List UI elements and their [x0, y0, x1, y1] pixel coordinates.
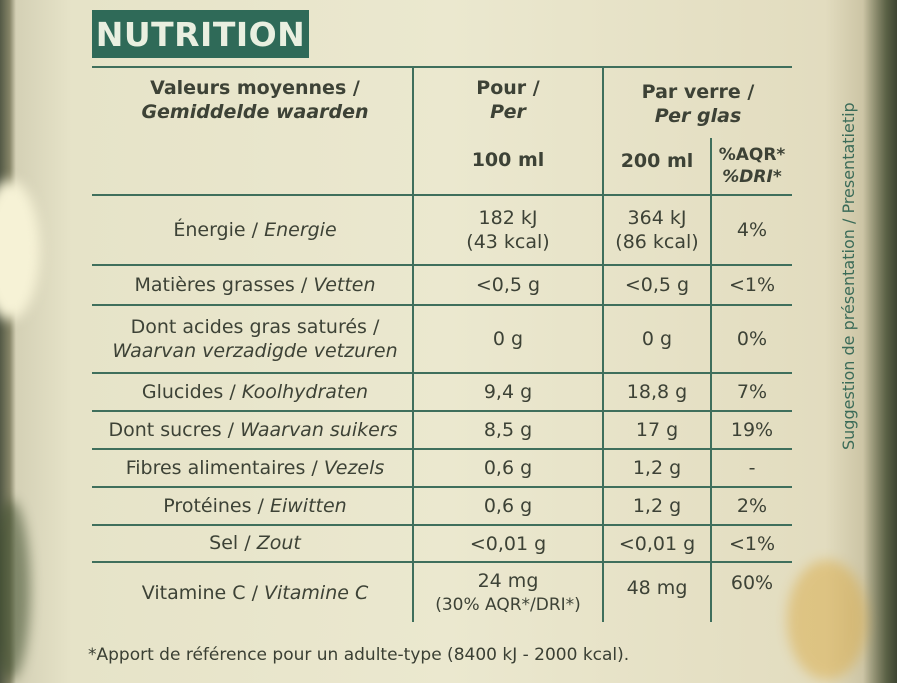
row-pct: 2%: [736, 495, 768, 517]
row-label-fr: Glucides /: [141, 381, 242, 403]
value-line: 182 kJ: [478, 207, 538, 229]
table-vline: [710, 138, 712, 622]
row-value-200: 17 g: [635, 419, 679, 441]
row-label-nl: Vetten: [313, 274, 376, 296]
row-label: Glucides / Koolhydraten: [100, 374, 410, 410]
value-line: (30% AQR*/DRI*): [435, 595, 581, 615]
value-line: (43 kcal): [466, 231, 550, 253]
row-value-100: 0,6 g: [483, 457, 533, 479]
row-pct: <1%: [728, 532, 776, 555]
row-pct: 19%: [730, 419, 774, 441]
header-col1-fr: Valeurs moyennes /: [150, 77, 360, 99]
package-edge-right: [863, 0, 897, 683]
row-value-100: 24 mg (30% AQR*/DRI*): [414, 563, 602, 623]
row-label-nl: Energie: [264, 219, 337, 241]
glare-spot: [0, 180, 40, 320]
row-label: Vitamine C / Vitamine C: [100, 563, 410, 623]
header-col4-fr: %AQR*: [718, 145, 786, 165]
row-value-200: 48 mg: [626, 577, 688, 599]
row-pct: 0%: [736, 328, 768, 350]
table-line: [92, 304, 792, 306]
table-line: [92, 448, 792, 450]
row-label-fr: Protéines /: [163, 495, 270, 517]
table-vline: [412, 68, 414, 622]
row-label: Dont acides gras saturés / Waarvan verza…: [100, 306, 410, 372]
row-pct: 60%: [730, 572, 774, 594]
header-col3: Par verre / Per glas: [604, 76, 792, 132]
row-label: Dont sucres / Waarvan suikers: [94, 412, 412, 448]
value-line: (86 kcal): [615, 231, 699, 253]
table-line: [92, 524, 792, 526]
header-col2-nl: Per: [490, 101, 526, 123]
row-value-100: 0 g: [492, 328, 524, 350]
side-caption: Suggestion de présentation / Presentatie…: [839, 102, 858, 450]
row-label-nl: Waarvan suikers: [240, 419, 398, 441]
row-label-nl: Vitamine C: [264, 582, 369, 604]
shadow-spot: [0, 500, 30, 680]
value-line: 364 kJ: [627, 207, 687, 229]
row-value-200: 0 g: [641, 328, 673, 350]
header-col1: Valeurs moyennes / Gemiddelde waarden: [100, 72, 410, 128]
row-label-nl: Vezels: [323, 457, 385, 479]
row-value-100: 8,5 g: [483, 419, 533, 441]
row-label-nl: Eiwitten: [269, 495, 347, 517]
row-value-100: <0,5 g: [475, 274, 541, 296]
row-label-fr: Matières grasses /: [134, 274, 314, 296]
row-value-100: 9,4 g: [483, 381, 533, 403]
row-value-100: 182 kJ (43 kcal): [414, 196, 602, 264]
nutrition-badge: NUTRITION: [92, 10, 309, 58]
table-line: [92, 264, 792, 266]
row-pct: 4%: [736, 219, 768, 241]
row-label: Sel / Zout: [100, 526, 410, 561]
row-label: Protéines / Eiwitten: [100, 488, 410, 524]
row-value-200: 1,2 g: [632, 457, 682, 479]
header-col1-nl: Gemiddelde waarden: [141, 101, 369, 123]
row-value-100: 0,6 g: [483, 495, 533, 517]
row-label-fr: Vitamine C /: [141, 582, 265, 604]
orange-spot: [787, 560, 867, 680]
table-line: [92, 194, 792, 196]
value-line: 24 mg: [477, 570, 539, 592]
header-col2-unit: 100 ml: [471, 149, 545, 171]
row-label: Fibres alimentaires / Vezels: [100, 450, 410, 486]
table-line: [92, 561, 792, 563]
row-label-fr: Fibres alimentaires /: [125, 457, 324, 479]
row-value-200: <0,01 g: [618, 532, 696, 555]
table-line: [92, 372, 792, 374]
header-col3-unit: 200 ml: [620, 150, 694, 172]
header-col3-fr: Par verre /: [641, 81, 755, 103]
table-line: [92, 410, 792, 412]
header-col2: Pour / Per: [414, 72, 602, 128]
header-col4-nl: %DRI*: [722, 167, 782, 187]
row-value-200: 1,2 g: [632, 495, 682, 517]
row-value-100: <0,01 g: [469, 532, 547, 555]
row-label-nl: Zout: [256, 532, 301, 554]
row-label: Énergie / Energie: [100, 196, 410, 264]
row-label-fr: Énergie /: [173, 219, 265, 241]
row-pct: <1%: [728, 274, 776, 296]
row-label: Matières grasses / Vetten: [100, 266, 410, 304]
row-label-nl: Waarvan verzadigde vetzuren: [112, 340, 398, 362]
row-pct: 7%: [736, 381, 768, 403]
row-value-200: 364 kJ (86 kcal): [604, 196, 710, 264]
row-label-nl: Koolhydraten: [241, 381, 369, 403]
header-col2-fr: Pour /: [476, 77, 540, 99]
table-vline: [602, 68, 604, 622]
header-col3-nl: Per glas: [654, 105, 742, 127]
header-col4: %AQR* %DRI*: [712, 140, 792, 192]
row-pct: -: [748, 457, 756, 479]
row-value-200: <0,5 g: [624, 274, 690, 296]
table-line: [92, 486, 792, 488]
footnote: *Apport de référence pour un adulte-type…: [88, 645, 630, 665]
row-value-200: 18,8 g: [626, 381, 688, 403]
row-label-fr: Sel /: [209, 532, 257, 554]
table-line: [92, 66, 792, 68]
row-label-fr: Dont acides gras saturés /: [130, 316, 380, 338]
row-label-fr: Dont sucres /: [108, 419, 241, 441]
